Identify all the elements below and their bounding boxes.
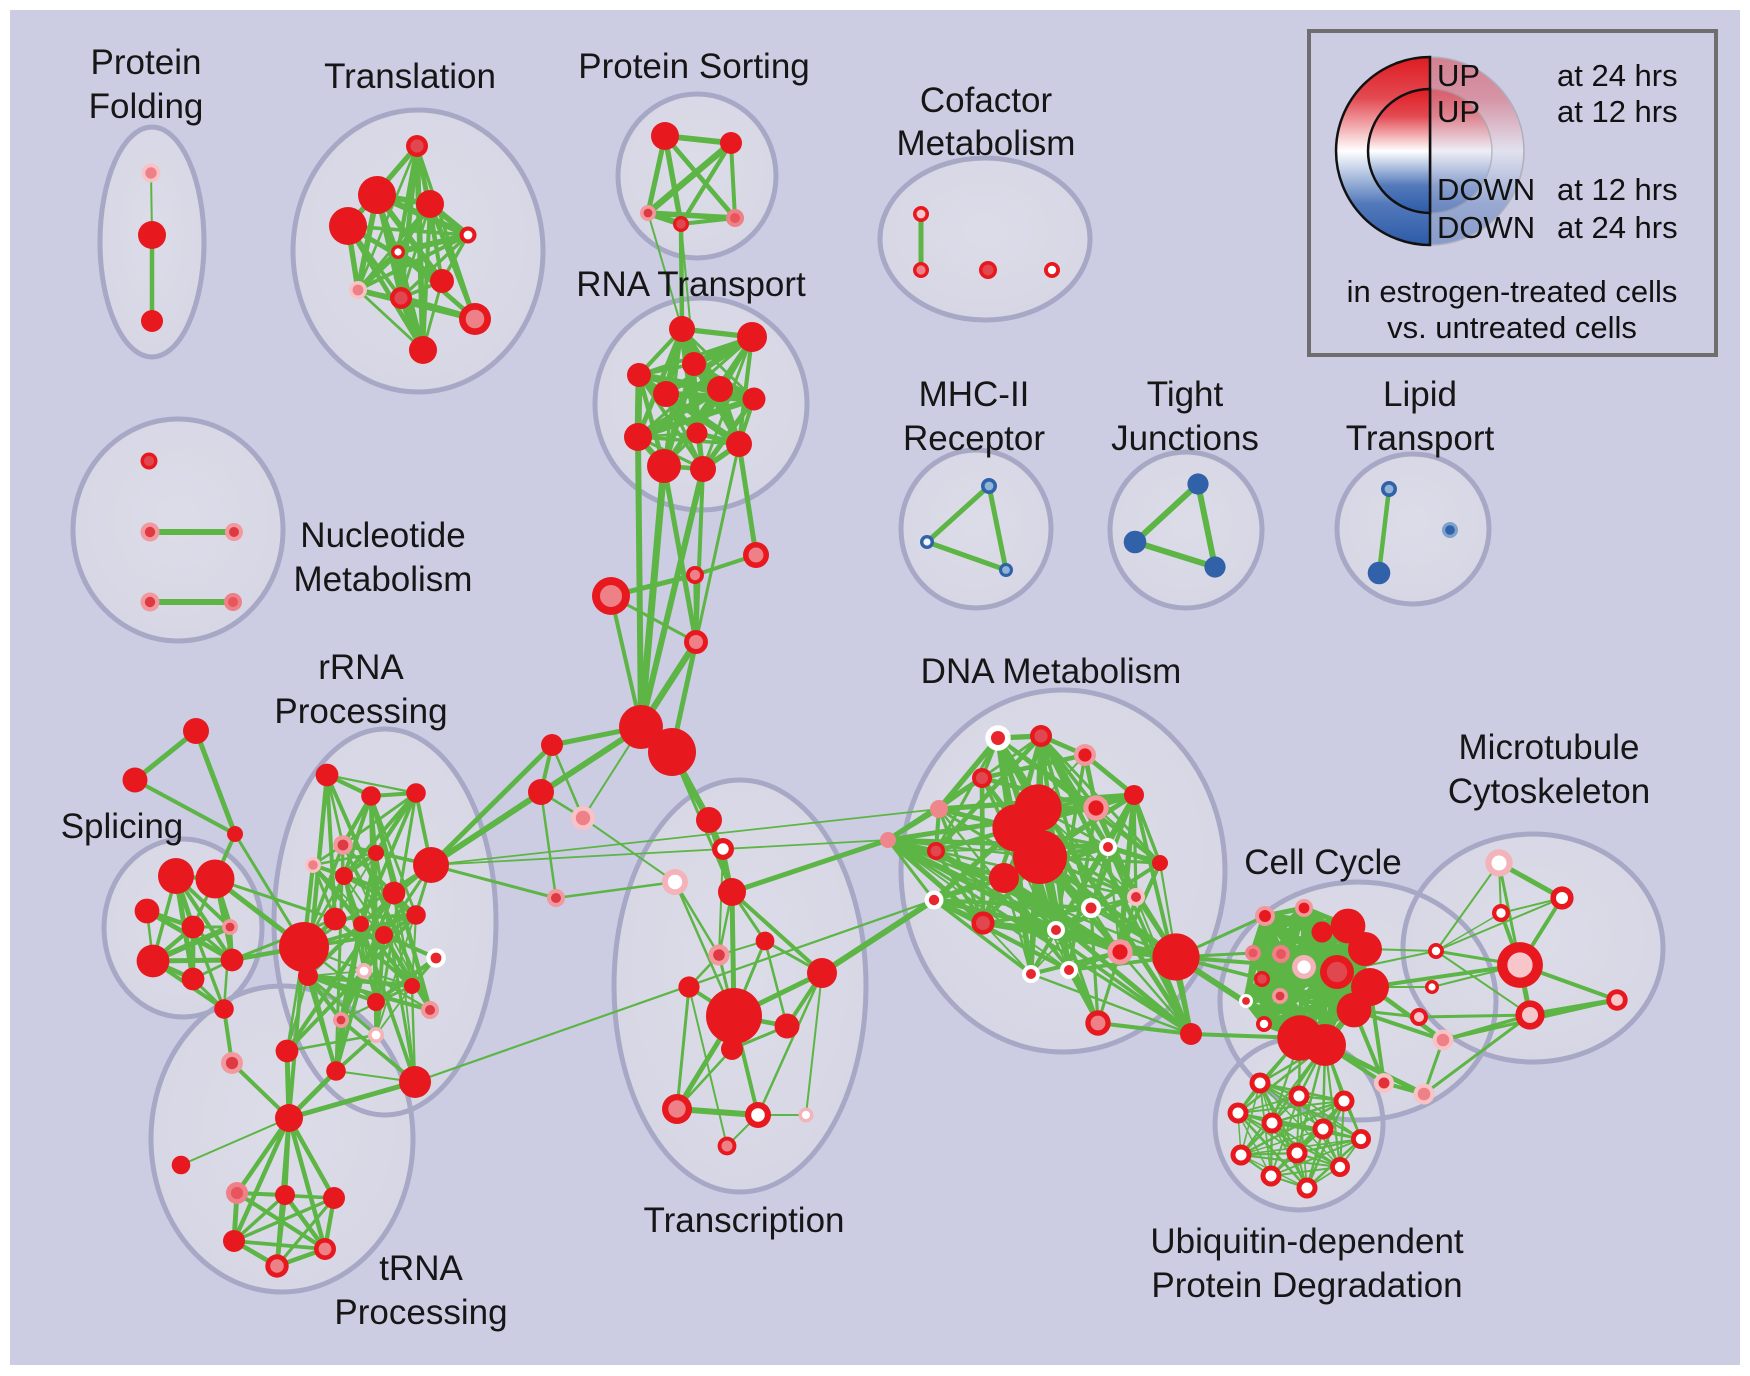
- svg-text:Processing: Processing: [334, 1293, 507, 1332]
- svg-text:Ubiquitin-dependent: Ubiquitin-dependent: [1150, 1222, 1464, 1261]
- svg-text:at 24 hrs: at 24 hrs: [1557, 58, 1678, 93]
- svg-text:Junctions: Junctions: [1111, 419, 1259, 458]
- svg-text:Protein: Protein: [91, 43, 202, 82]
- svg-text:rRNA: rRNA: [318, 648, 404, 687]
- svg-text:Receptor: Receptor: [903, 419, 1045, 458]
- svg-text:at 12 hrs: at 12 hrs: [1557, 94, 1678, 129]
- svg-text:Cytoskeleton: Cytoskeleton: [1448, 772, 1650, 811]
- svg-text:Splicing: Splicing: [61, 807, 184, 846]
- svg-text:UP: UP: [1437, 94, 1480, 129]
- svg-text:Lipid: Lipid: [1383, 375, 1457, 414]
- svg-text:Metabolism: Metabolism: [294, 560, 473, 599]
- svg-text:Tight: Tight: [1147, 375, 1224, 414]
- svg-text:Protein Degradation: Protein Degradation: [1151, 1266, 1462, 1305]
- svg-text:Nucleotide: Nucleotide: [300, 516, 465, 555]
- svg-text:Cell Cycle: Cell Cycle: [1244, 843, 1402, 882]
- svg-text:vs. untreated cells: vs. untreated cells: [1387, 310, 1637, 345]
- svg-text:UP: UP: [1437, 58, 1480, 93]
- svg-text:DNA Metabolism: DNA Metabolism: [921, 652, 1182, 691]
- svg-text:Transport: Transport: [1346, 419, 1495, 458]
- svg-text:MHC-II: MHC-II: [919, 375, 1030, 414]
- svg-text:Folding: Folding: [89, 87, 204, 126]
- svg-text:in estrogen-treated cells: in estrogen-treated cells: [1347, 274, 1678, 309]
- svg-text:Cofactor: Cofactor: [920, 81, 1053, 120]
- svg-text:DOWN: DOWN: [1437, 210, 1535, 245]
- svg-text:Transcription: Transcription: [644, 1201, 845, 1240]
- svg-text:Metabolism: Metabolism: [897, 124, 1076, 163]
- svg-text:at 24 hrs: at 24 hrs: [1557, 210, 1678, 245]
- svg-text:Processing: Processing: [274, 692, 447, 731]
- svg-text:Protein Sorting: Protein Sorting: [578, 47, 810, 86]
- svg-text:tRNA: tRNA: [379, 1249, 463, 1288]
- svg-text:Translation: Translation: [324, 57, 496, 96]
- svg-text:DOWN: DOWN: [1437, 172, 1535, 207]
- svg-text:Microtubule: Microtubule: [1459, 728, 1640, 767]
- svg-text:at 12 hrs: at 12 hrs: [1557, 172, 1678, 207]
- svg-text:RNA Transport: RNA Transport: [576, 265, 806, 304]
